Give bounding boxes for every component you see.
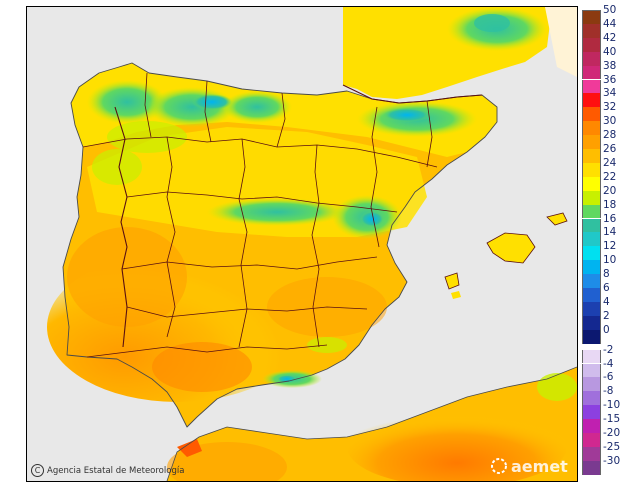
mallorca (487, 233, 535, 263)
legend-swatch-36 (582, 79, 601, 94)
legend-label-16: 16 (603, 212, 617, 225)
legend-label--25: -25 (603, 440, 621, 453)
legend-label-24: 24 (603, 156, 617, 169)
legend-label-32: 32 (603, 101, 617, 114)
agency-credit: C Agencia Estatal de Meteorología (31, 464, 184, 477)
legend-label--4: -4 (603, 357, 614, 370)
legend-label--20: -20 (603, 427, 621, 439)
legend-swatch-22 (582, 176, 601, 191)
legend-label-2: 2 (603, 309, 610, 322)
legend-label-22: 22 (603, 170, 617, 183)
ibiza (445, 273, 459, 289)
legend-label-26: 26 (603, 143, 617, 155)
legend-label-4: 4 (603, 295, 610, 308)
formentera (451, 291, 461, 299)
legend-label--6: -6 (603, 371, 614, 384)
legend-label-14: 14 (603, 226, 617, 239)
copyright-icon: C (31, 464, 44, 477)
legend-label-20: 20 (603, 184, 617, 197)
legend-swatch--30 (582, 460, 601, 475)
legend-swatch-8 (582, 274, 601, 288)
legend-swatch-24 (582, 162, 601, 177)
aemet-logo-text: aemet (511, 457, 568, 476)
legend-label-34: 34 (603, 87, 617, 100)
legend-label-50: 50 (603, 4, 617, 16)
borders (62, 62, 498, 428)
legend-swatch-6 (582, 288, 601, 302)
temperature-map: C Agencia Estatal de Meteorología aemet (26, 6, 578, 482)
legend-label-6: 6 (603, 282, 610, 294)
legend-label-38: 38 (603, 59, 617, 72)
legend-label-42: 42 (603, 31, 617, 44)
legend-swatch--25 (582, 446, 601, 461)
legend-label-36: 36 (603, 73, 617, 86)
agency-name: Agencia Estatal de Meteorología (47, 465, 185, 476)
island-borders (444, 212, 568, 290)
legend-swatch--20 (582, 433, 601, 447)
legend-swatch--2 (582, 349, 601, 364)
legend-swatch-30 (582, 121, 601, 136)
legend-swatch-26 (582, 149, 601, 163)
legend-swatch--4 (582, 363, 601, 378)
legend-label-28: 28 (603, 129, 617, 142)
legend-swatch-12 (582, 246, 601, 261)
legend-swatch--6 (582, 377, 601, 392)
legend-swatch-28 (582, 135, 601, 149)
legend-swatch-16 (582, 218, 601, 233)
legend-swatch-18 (582, 204, 601, 219)
legend-label-0: 0 (603, 323, 610, 336)
legend-swatch-14 (582, 232, 601, 247)
legend-swatch-40 (582, 51, 601, 66)
legend-swatch-34 (582, 93, 601, 108)
legend-swatch-44 (582, 23, 601, 38)
legend-swatch--15 (582, 419, 601, 433)
aemet-logo: aemet (491, 457, 568, 476)
legend-label-10: 10 (603, 254, 617, 267)
legend-swatch-2 (582, 315, 601, 330)
legend-swatch-42 (582, 37, 601, 52)
legend-swatch--10 (582, 405, 601, 420)
legend-label--15: -15 (603, 413, 621, 426)
legend-label--30: -30 (603, 454, 621, 467)
legend-label-44: 44 (603, 17, 617, 30)
legend-swatch-32 (582, 107, 601, 122)
map-canvas (47, 7, 577, 481)
legend-label-12: 12 (603, 240, 617, 253)
legend-swatch-10 (582, 260, 601, 275)
legend-swatch-38 (582, 65, 601, 80)
temperature-legend: 50 44 42 40 38 36 34 32 30 28 26 24 22 20 18 16 14 12 10 8 6… (582, 4, 626, 480)
legend-swatch-20 (582, 190, 601, 205)
legend-label-8: 8 (603, 268, 610, 281)
legend-label-30: 30 (603, 115, 617, 128)
legend-label-18: 18 (603, 198, 617, 211)
legend-label-40: 40 (603, 45, 617, 58)
legend-swatch-4 (582, 301, 601, 316)
legend-swatch--8 (582, 391, 601, 406)
legend-label--8: -8 (603, 385, 614, 398)
legend-swatch-50 (582, 10, 601, 25)
legend-label--10: -10 (603, 399, 621, 412)
legend-label--2: -2 (603, 343, 614, 356)
legend-swatch-0 (582, 329, 601, 344)
